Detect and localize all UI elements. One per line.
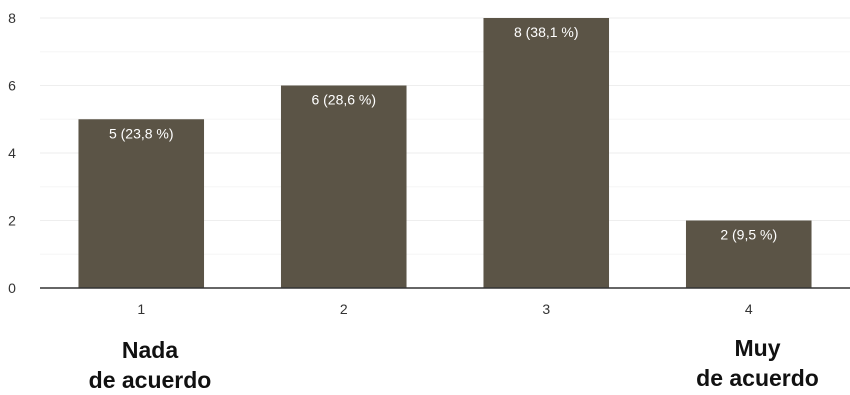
y-tick-label: 2 <box>8 213 16 229</box>
y-tick-label: 6 <box>8 78 16 94</box>
bar <box>685 220 812 288</box>
bar-data-label: 5 (23,8 %) <box>109 125 174 141</box>
y-tick-label: 0 <box>8 280 16 296</box>
bar <box>78 119 205 288</box>
x-tick-label: 3 <box>542 301 550 317</box>
bar <box>280 85 407 288</box>
bar <box>483 18 610 288</box>
bar-data-label: 6 (28,6 %) <box>311 92 376 108</box>
scale-label-low-line-2: de acuerdo <box>88 367 212 393</box>
scale-label-high-line-1: Muy <box>734 335 781 361</box>
bar-data-label: 2 (9,5 %) <box>720 227 777 243</box>
y-tick-label: 8 <box>8 10 16 26</box>
scale-label-high: Muy de acuerdo <box>670 333 845 393</box>
x-tick-label: 1 <box>137 301 145 317</box>
scale-label-low: Nada de acuerdo <box>60 335 240 395</box>
x-tick-label: 4 <box>745 301 753 317</box>
bar-data-label: 8 (38,1 %) <box>514 24 579 40</box>
scale-label-high-line-2: de acuerdo <box>696 365 819 391</box>
x-tick-label: 2 <box>340 301 348 317</box>
y-tick-label: 4 <box>8 145 16 161</box>
scale-label-low-line-1: Nada <box>121 337 179 363</box>
